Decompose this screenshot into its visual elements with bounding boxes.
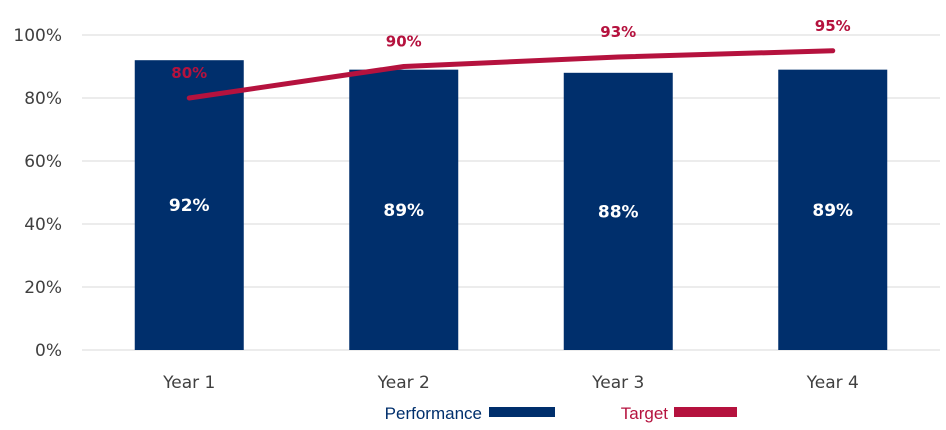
target-value-label: 95% (815, 17, 851, 35)
performance-bar (349, 69, 459, 351)
performance-bars (134, 60, 888, 351)
target-line-layer (186, 48, 836, 101)
target-line (186, 48, 836, 101)
legend-performance-swatch (489, 407, 555, 417)
y-tick-label: 20% (24, 278, 62, 298)
performance-value-label: 88% (598, 202, 639, 222)
y-tick-label: 100% (13, 26, 62, 46)
y-tick-label: 40% (24, 215, 62, 235)
performance-value-label: 89% (383, 201, 424, 221)
performance-labels: 92% 89% 88% 89% (169, 196, 853, 222)
y-tick-label: 80% (24, 89, 62, 109)
performance-value-label: 89% (812, 201, 853, 221)
target-value-label: 93% (600, 23, 636, 41)
target-labels: 80% 90% 93% 95% (171, 17, 850, 82)
x-tick-label: Year 4 (806, 373, 859, 393)
legend-performance-label: Performance (385, 404, 482, 423)
target-value-label: 90% (386, 33, 422, 51)
x-tick-label: Year 1 (162, 373, 215, 393)
x-tick-label: Year 3 (591, 373, 644, 393)
y-tick-label: 60% (24, 152, 62, 172)
target-value-label: 80% (171, 64, 207, 82)
performance-bar (134, 60, 244, 350)
x-tick-label: Year 2 (377, 373, 430, 393)
x-axis-ticks: Year 1 Year 2 Year 3 Year 4 (162, 373, 859, 393)
legend-target-swatch (674, 407, 737, 417)
performance-value-label: 92% (169, 196, 210, 216)
y-tick-label: 0% (35, 341, 62, 361)
legend: Performance Target (385, 404, 737, 423)
performance-bar (778, 69, 888, 351)
y-axis-ticks: 0% 20% 40% 60% 80% 100% (13, 26, 62, 361)
legend-target-label: Target (621, 404, 669, 423)
performance-bar (563, 72, 673, 351)
